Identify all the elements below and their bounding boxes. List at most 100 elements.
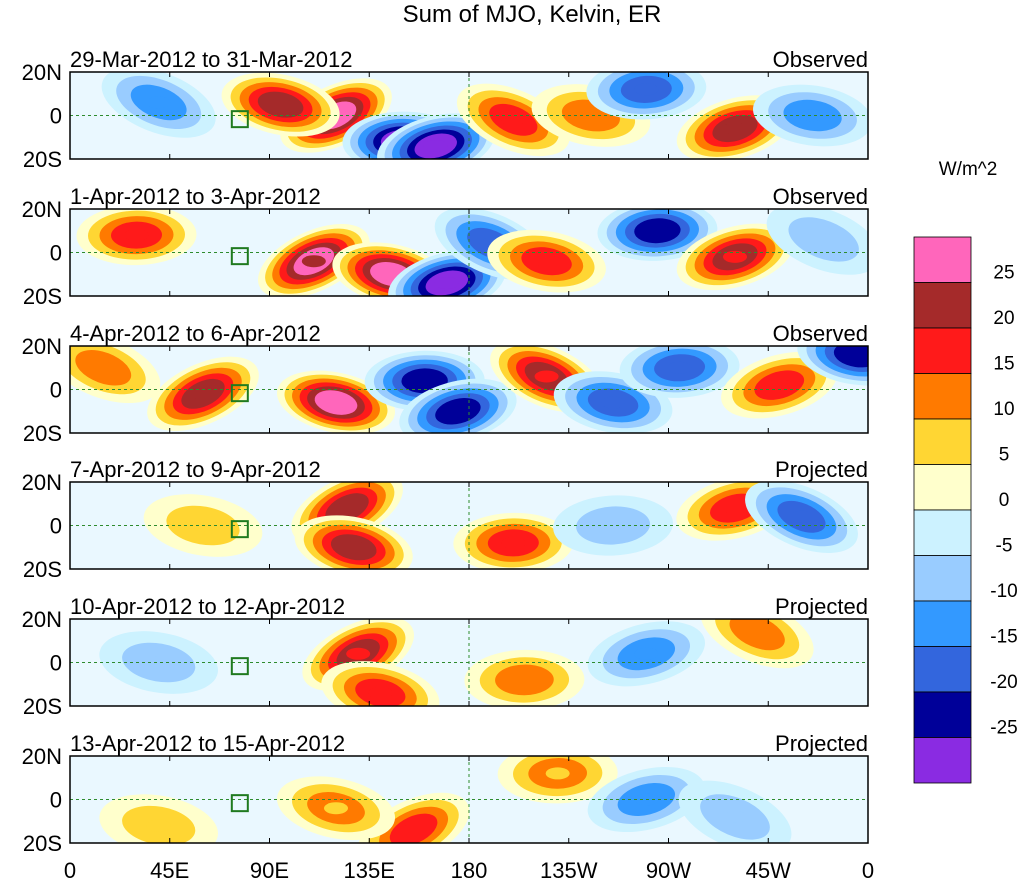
x-tick-label: 0 — [64, 858, 76, 883]
anomaly-peak — [412, 374, 437, 387]
anomaly-peak — [844, 348, 868, 361]
anomaly-field — [143, 482, 858, 569]
y-tick-label: 20S — [23, 831, 62, 856]
anomaly-peak — [745, 626, 770, 639]
anomaly-peak — [789, 510, 814, 523]
anomaly-peak — [341, 541, 366, 554]
anomaly-peak — [445, 405, 470, 418]
y-tick-label: 0 — [50, 378, 62, 403]
colorbar: W/m^2 25 20 15 10 5 0 -5 -10 -15 -20 -25 — [913, 159, 1018, 784]
colorbar-tick-label: 15 — [993, 354, 1014, 375]
y-tick-label: 20S — [23, 147, 62, 172]
anomaly-peak — [512, 673, 537, 686]
colorbar-units: W/m^2 — [939, 159, 998, 180]
panel-date-range: 4-Apr-2012 to 6-Apr-2012 — [70, 321, 321, 346]
anomaly-peak — [723, 250, 747, 263]
anomaly-peak — [534, 370, 559, 383]
y-tick-label: 20N — [22, 470, 62, 495]
anomaly-peak — [578, 109, 603, 122]
y-tick-label: 20N — [22, 197, 62, 222]
colorbar-swatch — [913, 282, 972, 329]
panel-type-label: Observed — [773, 321, 868, 346]
anomaly-peak — [346, 647, 371, 660]
region-box — [230, 247, 249, 266]
colorbar-tick-label: 0 — [999, 490, 1010, 511]
panel-type-label: Observed — [773, 47, 868, 72]
colorbar-swatch — [913, 555, 972, 602]
colorbar-swatch — [913, 600, 972, 647]
panel-3: 4-Apr-2012 to 6-Apr-2012 Observed 20N 0 20S — [22, 321, 869, 446]
colorbar-swatch — [913, 373, 972, 420]
anomaly-peak — [324, 802, 348, 815]
y-tick-label: 0 — [50, 514, 62, 539]
anomaly-peak — [645, 224, 670, 237]
anomaly-peak — [91, 361, 116, 374]
panels-group: 29-Mar-2012 to 31-Mar-2012 Observed 20N 0 20… — [22, 47, 869, 856]
x-axis: 0 45E 90E 135E 180 135W 90W 45W 0 — [64, 858, 874, 883]
y-tick-label: 0 — [50, 104, 62, 129]
colorbar-tick-label: -10 — [990, 581, 1017, 602]
anomaly-peak — [146, 96, 171, 109]
anomaly-peak — [767, 379, 792, 392]
panel-2: 1-Apr-2012 to 3-Apr-2012 Observed 20N 0 20S — [22, 184, 869, 309]
panel-date-range: 10-Apr-2012 to 12-Apr-2012 — [70, 594, 345, 619]
panel-date-range: 1-Apr-2012 to 3-Apr-2012 — [70, 184, 321, 209]
anomaly-peak — [401, 823, 426, 836]
anomaly-peak — [146, 656, 171, 669]
x-tick-label: 0 — [862, 858, 874, 883]
y-tick-label: 20S — [23, 421, 62, 446]
colorbar-tick-label: 10 — [993, 399, 1014, 420]
y-tick-label: 0 — [50, 241, 62, 266]
panel-type-label: Projected — [775, 731, 868, 756]
panel-1: 29-Mar-2012 to 31-Mar-2012 Observed 20N 0 20… — [22, 47, 869, 172]
x-tick-label: 135W — [540, 858, 598, 883]
panel-type-label: Observed — [773, 184, 868, 209]
colorbar-tick-label: -20 — [990, 672, 1017, 693]
colorbar-swatch — [913, 646, 972, 693]
colorbar-swatch — [913, 464, 972, 511]
colorbar-swatch — [913, 236, 972, 283]
anomaly-field — [70, 346, 868, 433]
anomaly-peak — [723, 502, 747, 515]
y-tick-label: 20N — [22, 607, 62, 632]
anomaly-field — [76, 209, 868, 296]
x-tick-label: 180 — [451, 858, 488, 883]
panel-date-range: 7-Apr-2012 to 9-Apr-2012 — [70, 457, 321, 482]
region-box — [230, 794, 249, 813]
x-tick-label: 90E — [250, 858, 289, 883]
anomaly-peak — [534, 255, 559, 268]
y-tick-label: 20S — [23, 557, 62, 582]
anomaly-peak — [634, 647, 659, 660]
colorbar-tick-label: 5 — [999, 445, 1010, 466]
anomaly-field — [101, 72, 868, 159]
region-box — [230, 657, 249, 676]
anomaly-peak — [723, 810, 747, 823]
anomaly-peak — [423, 139, 448, 152]
anomaly-peak — [368, 686, 393, 699]
x-tick-label: 45E — [150, 858, 189, 883]
y-tick-label: 20N — [22, 60, 62, 85]
anomaly-peak — [667, 361, 692, 374]
y-tick-label: 20S — [23, 694, 62, 719]
x-tick-label: 90W — [646, 858, 691, 883]
y-tick-label: 0 — [50, 788, 62, 813]
region-box — [230, 520, 249, 539]
colorbar-tick-label: -25 — [990, 718, 1017, 739]
anomaly-peak — [268, 98, 293, 111]
panel-5: 10-Apr-2012 to 12-Apr-2012 Projected 20N 0 2… — [22, 594, 869, 719]
anomaly-peak — [811, 233, 836, 246]
anomaly-field — [99, 756, 792, 843]
anomaly-peak — [601, 519, 626, 532]
colorbar-swatch — [913, 691, 972, 738]
colorbar-swatch — [913, 737, 972, 784]
anomaly-peak — [301, 255, 326, 268]
colorbar-tick-label: 25 — [993, 263, 1014, 284]
colorbar-swatch — [913, 418, 972, 465]
x-tick-label: 45W — [746, 858, 791, 883]
y-tick-label: 20N — [22, 744, 62, 769]
region-box — [230, 384, 249, 403]
anomaly-peak — [723, 122, 747, 135]
anomaly-peak — [324, 396, 348, 409]
anomaly-peak — [501, 536, 526, 549]
